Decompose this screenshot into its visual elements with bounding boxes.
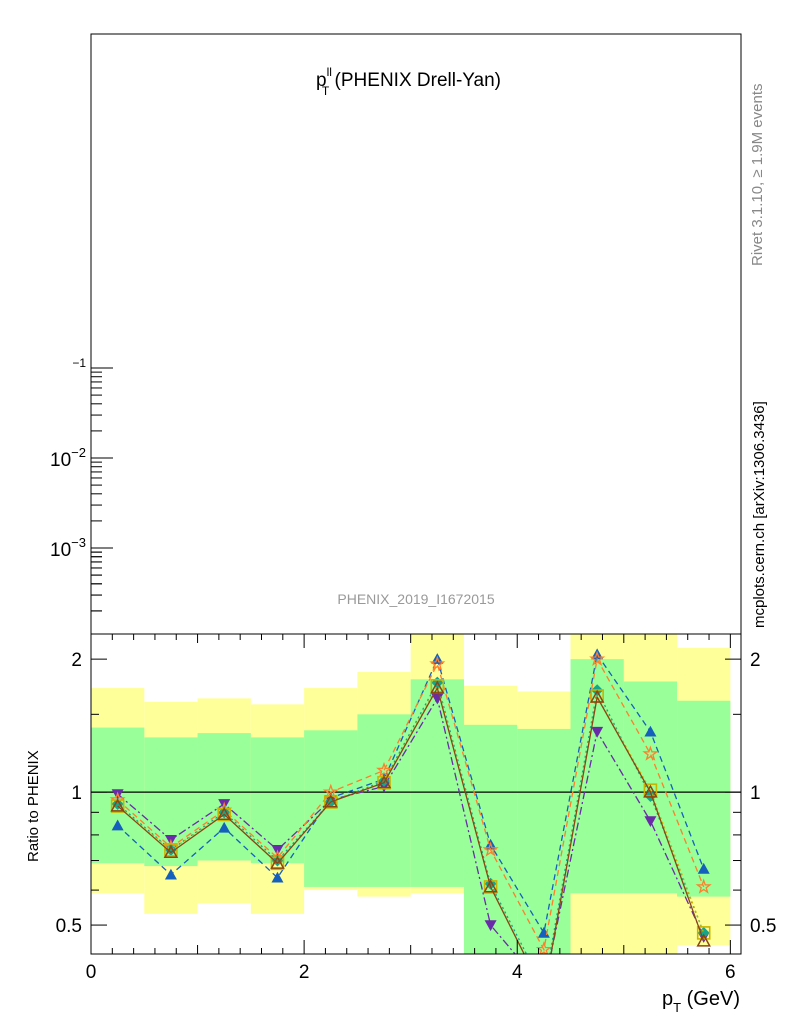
band-inner-bin (517, 728, 571, 954)
band-inner-bin (197, 733, 251, 861)
series-point (216, 806, 232, 821)
series-point (271, 871, 284, 883)
series-point (111, 819, 124, 831)
upper-panel-frame (90, 33, 742, 635)
x-tick-label: 0 (86, 962, 97, 983)
ratio-ytick-label: 1 (71, 783, 82, 804)
series-group (110, 680, 711, 954)
band-inner-bin (410, 679, 464, 887)
upper-ytick-label: 10−2 (50, 445, 86, 471)
series-point (431, 693, 444, 705)
series-point (430, 680, 445, 694)
series-point (323, 794, 339, 808)
series-point (163, 844, 179, 859)
ratio-axes: 0.5 0.5 1 1 2 2 0 2 4 6 (56, 634, 776, 983)
series-line (117, 652, 705, 935)
series-line (117, 657, 705, 952)
series-point (644, 725, 657, 737)
upper-ytick-label: 10−3 (50, 535, 86, 561)
main-title: pll T (PHENIX Drell-Yan) (316, 65, 501, 98)
x-tick-label: 2 (299, 962, 310, 983)
series-point (110, 798, 125, 812)
series-point (535, 941, 553, 954)
series-line (117, 696, 705, 954)
source-label: mcplots.cern.ch [arXiv:1306.3436] (751, 401, 768, 628)
series-point (429, 655, 446, 671)
series-group (109, 650, 712, 954)
series-point (697, 926, 710, 939)
ratio-ytick-label-right: 1 (750, 783, 761, 804)
series-point (697, 862, 710, 874)
upper-ytick-label: −1 (72, 356, 86, 370)
series-point (376, 775, 392, 789)
series-point (218, 821, 231, 833)
x-tick-label: 6 (725, 962, 736, 983)
ratio-ytick-label-right: 0.5 (750, 916, 776, 937)
series-point (430, 679, 445, 693)
series-line (117, 686, 705, 954)
analysis-label: PHENIX_2019_I1672015 (337, 591, 494, 607)
ratio-series (109, 648, 712, 954)
series-point (482, 841, 499, 857)
series-point (696, 926, 711, 940)
series-point (642, 745, 659, 761)
series-point (695, 878, 712, 894)
series-point (644, 816, 657, 828)
series-point (164, 843, 178, 857)
ratio-y-label: Ratio to PHENIX (25, 750, 42, 862)
ratio-bands (91, 634, 731, 954)
band-inner-bin (250, 737, 305, 864)
ratio-ytick-label-right: 2 (750, 650, 761, 671)
x-tick-label: 4 (512, 962, 523, 983)
series-point (111, 797, 124, 810)
series-point (164, 868, 177, 880)
rivet-label: Rivet 3.1.10, ≥ 1.9M events (749, 84, 766, 267)
upper-y-axis (91, 367, 113, 612)
series-point (591, 726, 604, 738)
series-point (589, 650, 606, 667)
series-point (589, 689, 605, 703)
ratio-panel-frame (90, 633, 742, 955)
series-point (270, 855, 285, 869)
series-point (483, 879, 498, 893)
series-point (484, 920, 497, 932)
band-inner-bin (357, 714, 411, 887)
ratio-ytick-label: 2 (71, 650, 82, 671)
series-point (643, 784, 658, 798)
ratio-ytick-label: 0.5 (56, 916, 82, 937)
x-axis-label: pT (GeV) (662, 988, 740, 1015)
series-point (696, 933, 711, 947)
series-point (376, 761, 393, 778)
